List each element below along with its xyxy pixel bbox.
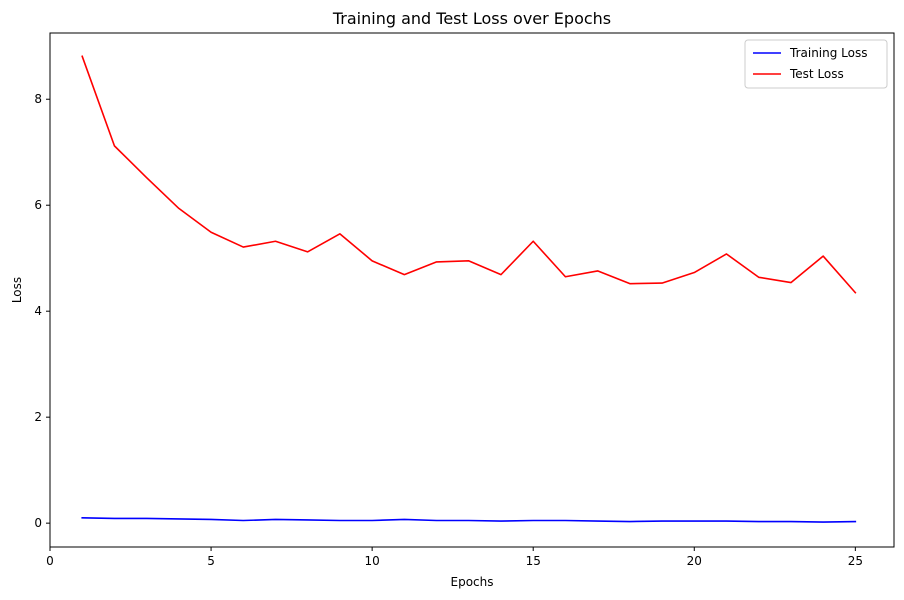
y-tick-label: 6	[34, 198, 42, 212]
y-axis-label: Loss	[10, 277, 24, 303]
legend-label: Training Loss	[789, 46, 867, 60]
x-tick-label: 10	[364, 554, 379, 568]
x-axis-label: Epochs	[451, 575, 494, 589]
x-tick-label: 5	[207, 554, 215, 568]
y-tick-label: 2	[34, 410, 42, 424]
y-tick-label: 8	[34, 92, 42, 106]
x-axis: 0 5 10 15 20 25	[46, 547, 863, 568]
legend-box	[744, 39, 888, 89]
series-group	[81, 55, 857, 523]
series-line-training-loss	[81, 517, 857, 523]
series-line-test-loss	[81, 55, 857, 294]
x-tick-label: 15	[526, 554, 541, 568]
y-tick-label: 0	[34, 516, 42, 530]
y-tick-label: 4	[34, 304, 42, 318]
legend-label: Test Loss	[789, 67, 844, 81]
x-tick-label: 25	[848, 554, 863, 568]
chart-title: Training and Test Loss over Epochs	[332, 9, 611, 28]
y-axis: 0 2 4 6 8	[34, 92, 50, 530]
x-tick-label: 0	[46, 554, 54, 568]
plot-frame	[49, 32, 895, 548]
legend: Training Loss Test Loss	[744, 39, 888, 89]
x-tick-label: 20	[687, 554, 702, 568]
